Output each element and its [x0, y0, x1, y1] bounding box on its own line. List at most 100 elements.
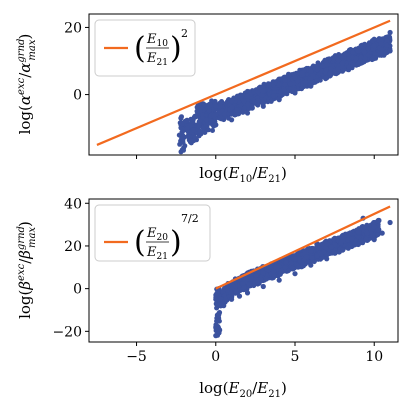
top-scatter-point [299, 86, 305, 92]
top-x-ticks [136, 155, 375, 159]
top-scatter-point [190, 117, 196, 123]
top-scatter-point [299, 70, 305, 76]
bottom-legend-paren-right: ) [170, 225, 182, 260]
bottom-scatter-point [289, 265, 295, 271]
scatter-point [244, 93, 251, 99]
scatter-point [308, 248, 314, 254]
top-scatter-point [201, 102, 207, 108]
top-scatter-point [346, 56, 352, 62]
scatter-point [308, 68, 314, 74]
scatter-point [339, 247, 346, 253]
scatter-point [229, 117, 235, 123]
bottom-scatter-point [328, 244, 334, 250]
bottom-scatter-point [375, 218, 381, 224]
scatter-point [184, 125, 190, 131]
scatter-point [355, 48, 361, 54]
scatter-point [260, 88, 266, 94]
top-scatter-point [245, 102, 251, 108]
bottom-scatter-point [323, 245, 329, 251]
top-plot-frame [88, 13, 399, 156]
top-scatter-point [339, 60, 345, 66]
top-reference-line [96, 19, 391, 146]
top-scatter-point [205, 127, 211, 133]
top-scatter-point [180, 139, 186, 145]
top-scatter-point [282, 77, 288, 83]
bottom-scatter-point [338, 239, 344, 245]
bottom-scatter-point [368, 227, 374, 233]
scatter-point [197, 128, 203, 135]
scatter-point [197, 108, 203, 114]
scatter-point [260, 270, 266, 276]
bottom-scatter-point [314, 253, 320, 259]
top-scatter-point [315, 66, 321, 72]
top-scatter-point [323, 67, 329, 73]
bottom-legend: ( E20 E21 ) 7/2 [94, 204, 211, 262]
top-scatter-point [255, 98, 261, 103]
x-tick-label: 5 [291, 349, 300, 365]
top-scatter-point [217, 103, 223, 109]
scatter-point [221, 303, 227, 309]
y-tick-label: 40 [64, 196, 82, 212]
top-scatter-point [234, 93, 240, 99]
top-scatter-point [314, 78, 320, 83]
bottom-scatter-point [331, 236, 337, 242]
bottom-scatter-point [309, 255, 315, 261]
top-y-ticks: 0 20 [64, 20, 89, 104]
scatter-point [244, 276, 251, 282]
top-scatter-point [384, 42, 390, 48]
bottom-scatter-point [217, 296, 223, 302]
top-scatter-point [362, 55, 368, 61]
bottom-scatter-point [304, 254, 310, 260]
top-scatter-point [211, 112, 217, 118]
top-scatter-point [350, 50, 356, 55]
top-scatter-point [249, 103, 255, 109]
top-scatter-point [203, 117, 209, 123]
bottom-scatter-point [348, 243, 353, 249]
top-scatter-point [328, 66, 334, 71]
bottom-scatter-point [266, 267, 272, 273]
top-scatter-point [197, 118, 203, 124]
bottom-scatter-point [315, 241, 321, 247]
bottom-scatter-point [318, 251, 324, 257]
y-tick-label: 0 [73, 88, 82, 104]
top-scatter-point [303, 79, 308, 85]
bottom-scatter-points [213, 215, 393, 339]
bottom-scatter-point [361, 224, 367, 230]
scatter-point [213, 296, 219, 302]
bottom-scatter-point [248, 276, 254, 282]
top-scatter-point [259, 92, 265, 98]
scatter-point [292, 90, 298, 96]
bottom-legend-paren-left: ( [134, 225, 146, 260]
scatter-point [276, 263, 282, 269]
top-scatter-point [346, 64, 352, 70]
bottom-scatter-point [271, 273, 277, 279]
scatter-point [229, 281, 235, 287]
top-scatter-point [241, 99, 247, 104]
bottom-x-ticks: −5 0 5 10 [126, 342, 383, 365]
bottom-scatter-point [349, 236, 355, 242]
scatter-point [268, 98, 274, 104]
x-tick-label: −5 [126, 349, 147, 365]
scatter-point [371, 55, 377, 61]
scatter-point [371, 237, 377, 243]
scatter-point [260, 103, 266, 109]
bottom-y-ticks: −20 0 20 40 [52, 196, 89, 340]
top-scatter-point [188, 138, 194, 144]
scatter-point [324, 256, 330, 262]
top-scatter-point [361, 49, 367, 55]
top-scatter-point [378, 41, 384, 47]
reference-line [215, 205, 391, 290]
bottom-scatter-point [241, 284, 247, 290]
bottom-panel: −5 0 5 10 −20 0 20 40 ( E20 E21 ) 7/2 log(E20/… [16, 196, 399, 400]
scatter-point [260, 283, 266, 290]
top-scatter-point [357, 58, 363, 64]
bottom-scatter-point [299, 264, 305, 270]
y-tick-label: 20 [64, 239, 82, 255]
scatter-point [276, 97, 282, 103]
scatter-point [387, 29, 393, 36]
bottom-scatter-point [347, 230, 353, 236]
bottom-scatter-point [295, 264, 301, 270]
bottom-y-axis-label: log(βexc/βgrndmax) [16, 221, 38, 319]
scatter-point [371, 36, 377, 42]
